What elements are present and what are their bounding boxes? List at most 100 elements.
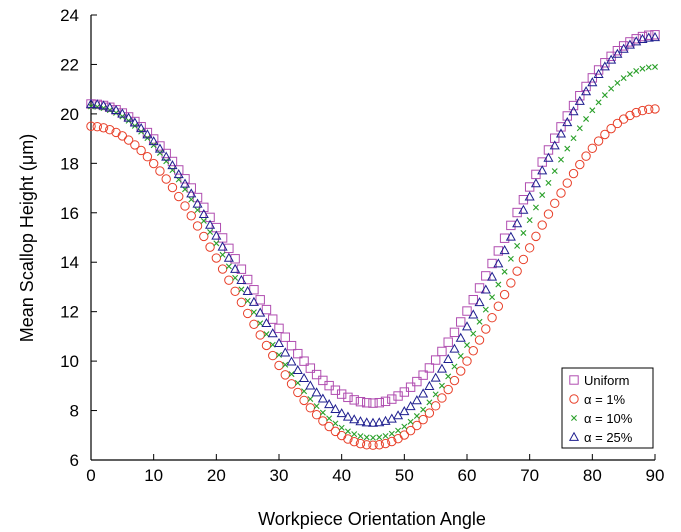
y-tick-label: 24 (60, 6, 79, 25)
data-point (156, 149, 163, 156)
data-point (405, 401, 416, 411)
data-point (487, 313, 497, 323)
data-point (288, 371, 295, 378)
data-point (317, 393, 328, 403)
data-point (374, 417, 385, 427)
data-point (200, 217, 207, 224)
data-point (255, 307, 266, 317)
data-point (211, 253, 222, 263)
data-point (105, 125, 115, 135)
data-point (161, 148, 171, 159)
data-point (637, 105, 648, 116)
legend-label: α = 25% (584, 430, 633, 445)
data-point (236, 274, 247, 284)
data-point (117, 108, 128, 118)
data-point (368, 398, 378, 408)
data-point (207, 229, 214, 236)
data-point (305, 363, 316, 373)
data-point (424, 408, 435, 418)
data-point (445, 373, 452, 380)
data-point (305, 403, 316, 413)
legend-marker (568, 431, 580, 441)
data-point (336, 430, 347, 441)
legend-box (561, 367, 654, 449)
data-point (537, 220, 547, 230)
data-point (343, 434, 353, 444)
data-point (480, 284, 491, 294)
data-point (556, 122, 566, 132)
data-point (154, 143, 165, 153)
data-point (324, 421, 334, 432)
data-point (457, 353, 464, 360)
data-point (512, 266, 522, 276)
data-point (198, 208, 209, 219)
data-point (318, 375, 328, 386)
data-point (493, 258, 504, 268)
data-point (362, 440, 372, 450)
data-point (330, 403, 341, 413)
data-point (499, 289, 510, 300)
data-point (280, 370, 290, 380)
data-point (380, 415, 391, 425)
y-tick-label: 12 (60, 303, 79, 322)
data-point (219, 251, 226, 258)
data-point (188, 196, 195, 203)
data-point (449, 375, 460, 386)
y-axis-label: Mean Scallop Height (μm) (17, 134, 37, 342)
data-point (136, 145, 146, 156)
data-point (564, 145, 571, 152)
data-point (301, 388, 308, 395)
data-point (532, 204, 539, 211)
data-point (633, 67, 640, 74)
data-point (424, 363, 435, 373)
data-point (412, 420, 422, 431)
data-point (155, 166, 165, 176)
data-point (399, 430, 410, 440)
data-point (587, 77, 598, 87)
data-point (236, 297, 247, 308)
data-point (361, 417, 372, 427)
data-point (464, 342, 470, 349)
data-point (443, 384, 453, 395)
data-point (562, 178, 572, 188)
data-point (432, 391, 439, 398)
data-point (499, 245, 510, 255)
legend-label: α = 1% (584, 392, 626, 407)
data-markers (85, 30, 661, 450)
data-point (418, 414, 428, 425)
data-point (293, 348, 303, 359)
data-point (405, 425, 416, 436)
data-point (543, 209, 554, 219)
data-point (493, 301, 504, 311)
data-point (411, 395, 422, 405)
y-tick-label: 18 (60, 154, 79, 173)
data-point (274, 360, 284, 371)
data-point (570, 135, 577, 142)
data-point (355, 396, 366, 407)
data-point (489, 294, 496, 301)
data-point (205, 242, 215, 252)
data-point (487, 271, 498, 281)
data-point (474, 335, 485, 345)
data-point (606, 51, 616, 62)
data-point (520, 229, 527, 236)
data-point (412, 376, 422, 387)
data-point (98, 100, 109, 110)
data-point (313, 403, 320, 410)
data-point (276, 351, 282, 358)
data-point (468, 309, 479, 319)
x-tick-label: 60 (458, 466, 477, 485)
data-point (652, 63, 658, 70)
data-point (474, 297, 485, 307)
y-tick-label: 6 (70, 451, 79, 470)
data-point (349, 436, 359, 447)
data-point (495, 281, 502, 288)
data-point (355, 438, 366, 449)
data-point (506, 278, 516, 288)
x-tick-label: 40 (332, 466, 351, 485)
data-point (601, 92, 608, 99)
data-point (568, 106, 579, 116)
data-point (142, 129, 153, 139)
data-point (326, 415, 333, 422)
data-point (173, 169, 184, 179)
